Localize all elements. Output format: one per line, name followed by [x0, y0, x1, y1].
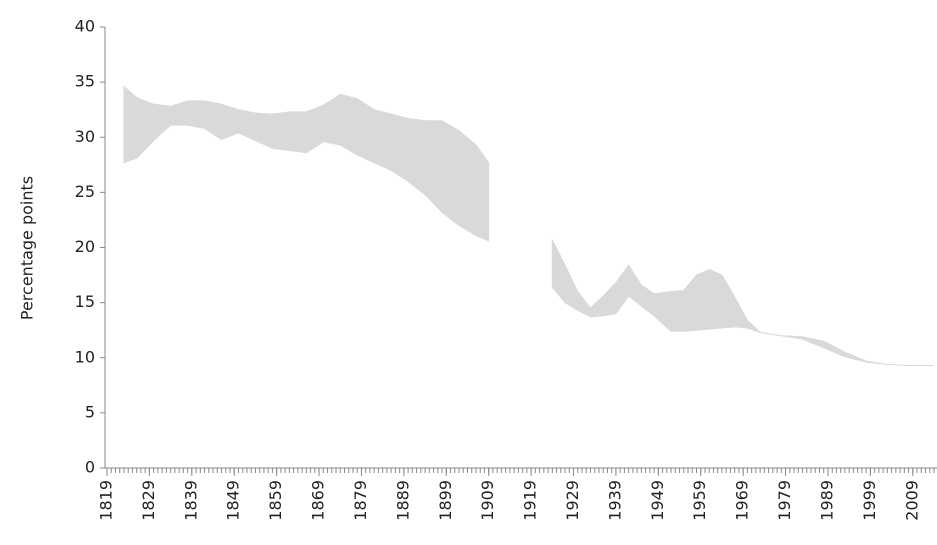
- x-tick-label: 1939: [605, 480, 624, 521]
- x-tick-label: 1849: [224, 480, 243, 521]
- y-tick-label: 35: [75, 72, 95, 91]
- x-tick-label: 1909: [478, 480, 497, 521]
- range-area: [123, 85, 490, 242]
- x-tick-label: 1999: [860, 480, 879, 521]
- x-tick-label: 1819: [97, 480, 116, 521]
- x-tick-label: 1889: [393, 480, 412, 521]
- y-axis-label: Percentage points: [18, 176, 37, 320]
- x-tick-label: 1899: [436, 480, 455, 521]
- y-tick-label: 5: [85, 402, 95, 421]
- x-tick-label: 1879: [351, 480, 370, 521]
- x-tick-label: 1829: [139, 480, 158, 521]
- x-tick-label: 1869: [309, 480, 328, 521]
- y-tick-label: 15: [75, 292, 95, 311]
- x-tick-label: 1929: [563, 480, 582, 521]
- x-tick-label: 1839: [181, 480, 200, 521]
- x-tick-label: 1949: [648, 480, 667, 521]
- y-tick-label: 40: [75, 17, 95, 36]
- x-tick-label: 1959: [690, 480, 709, 521]
- x-tick-label: 1989: [817, 480, 836, 521]
- y-tick-label: 20: [75, 237, 95, 256]
- y-tick-label: 30: [75, 127, 95, 146]
- x-tick-label: 2009: [902, 480, 921, 521]
- x-tick-label: 1859: [266, 480, 285, 521]
- range-area: [551, 239, 934, 366]
- y-tick-label: 0: [85, 458, 95, 477]
- y-tick-label: 10: [75, 347, 95, 366]
- x-tick-label: 1919: [521, 480, 540, 521]
- x-tick-label: 1979: [775, 480, 794, 521]
- y-tick-label: 25: [75, 182, 95, 201]
- x-tick-label: 1969: [733, 480, 752, 521]
